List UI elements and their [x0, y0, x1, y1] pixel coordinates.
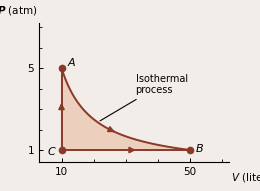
- Text: $C$: $C$: [47, 145, 57, 157]
- Text: $B$: $B$: [195, 142, 204, 154]
- Polygon shape: [62, 68, 190, 150]
- Text: $A$: $A$: [67, 56, 77, 68]
- Text: $\bfit{P}$ (atm): $\bfit{P}$ (atm): [0, 4, 38, 17]
- Text: $V$ (liters): $V$ (liters): [231, 171, 260, 184]
- Text: Isothermal
process: Isothermal process: [100, 74, 188, 121]
